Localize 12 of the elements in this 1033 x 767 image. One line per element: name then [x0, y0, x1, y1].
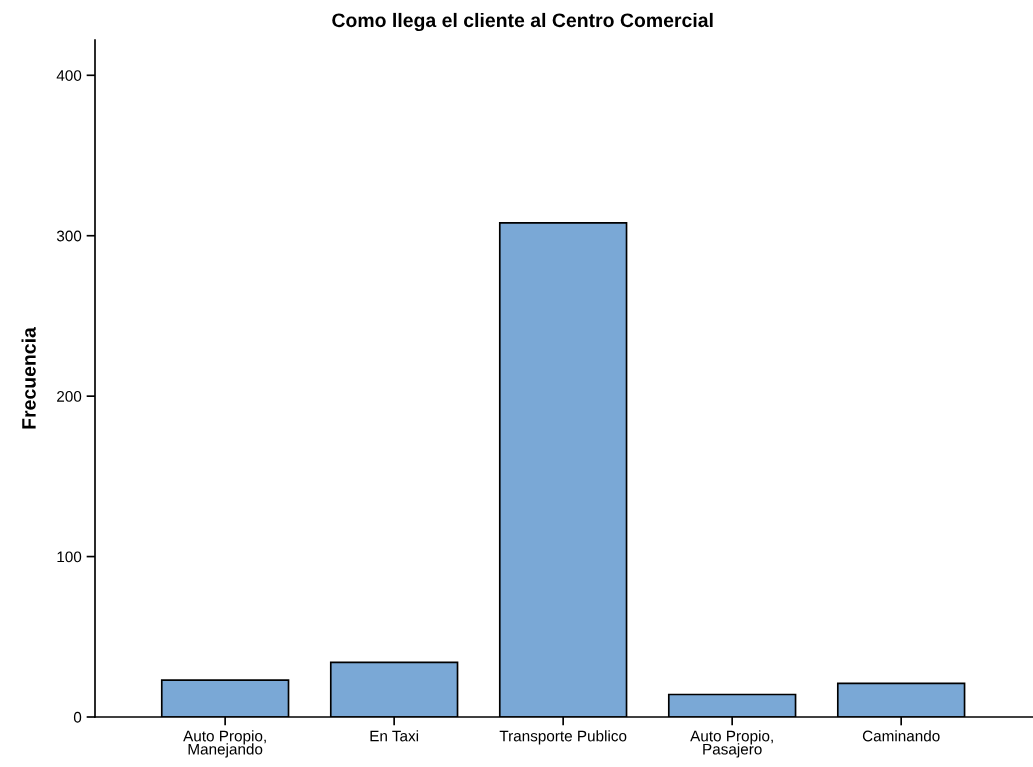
chart-title: Como llega el cliente al Centro Comercial	[332, 12, 713, 32]
x-tick-label: Auto Propio, Pasajero	[690, 730, 773, 758]
x-tick-label: Caminando	[862, 730, 940, 742]
x-tick-label: En Taxi	[370, 730, 419, 742]
y-tick-label: 100	[57, 551, 82, 563]
x-tick-label: Transporte Publico	[499, 730, 627, 745]
y-tick-label: 0	[73, 711, 82, 723]
x-tick-label: Auto Propio, Manejando	[183, 730, 266, 758]
y-tick-label: 300	[56, 230, 82, 242]
y-axis-title: Frecuencia	[21, 327, 36, 429]
y-tick-label: 400	[56, 70, 82, 81]
y-tick-label: 200	[57, 391, 82, 402]
